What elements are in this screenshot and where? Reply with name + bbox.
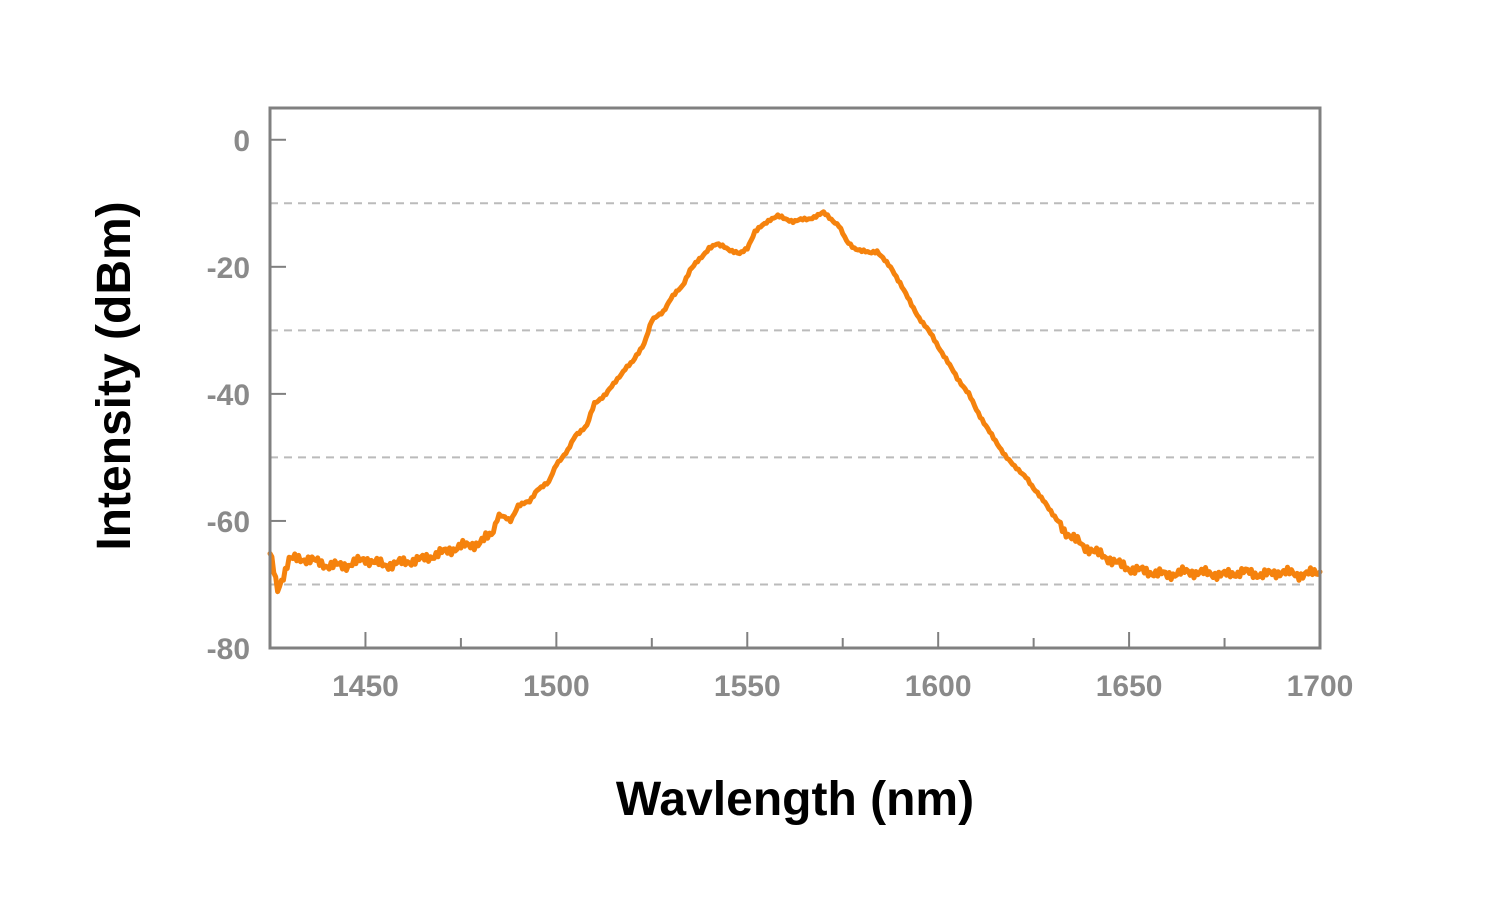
tick-layer: 1450 1500 1550 1600 1650 1700 0 -20 -40 -60 -80 xyxy=(207,125,1354,703)
x-axis-title: Wavlength (nm) xyxy=(616,773,974,826)
y-tick-label: 0 xyxy=(233,125,250,158)
grid-layer xyxy=(270,202,1320,586)
y-tick-label: -60 xyxy=(207,506,250,539)
x-tick-label: 1500 xyxy=(523,670,590,703)
plot-frame xyxy=(268,106,1322,650)
series-line-0 xyxy=(267,209,1323,595)
y-axis-title: Intensity (dBm) xyxy=(88,201,141,550)
y-tick-label: -40 xyxy=(207,379,250,412)
x-tick-label: 1700 xyxy=(1287,670,1354,703)
x-tick-label: 1450 xyxy=(332,670,399,703)
y-tick-label: -80 xyxy=(207,633,250,666)
series-layer xyxy=(267,209,1323,595)
y-tick-label: -20 xyxy=(207,252,250,285)
x-tick-label: 1650 xyxy=(1096,670,1163,703)
x-tick-label: 1550 xyxy=(714,670,781,703)
x-tick-label: 1600 xyxy=(905,670,972,703)
